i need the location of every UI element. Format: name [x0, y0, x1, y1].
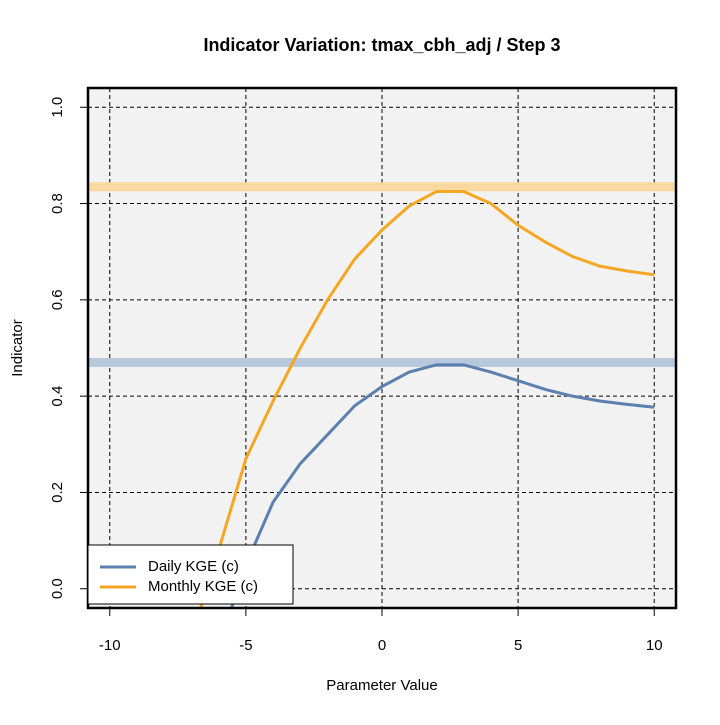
y-axis-label: Indicator: [9, 319, 26, 377]
legend-label: Monthly KGE (c): [148, 578, 258, 595]
chart-title: Indicator Variation: tmax_cbh_adj / Step…: [203, 35, 560, 55]
y-tick-label: 0.0: [49, 578, 66, 599]
y-tick-label: 1.0: [49, 97, 66, 118]
x-tick-label: 5: [514, 637, 522, 654]
y-tick-label: 0.4: [49, 386, 66, 407]
series-line: [198, 190, 655, 608]
x-tick-label: 0: [378, 637, 386, 654]
x-tick-label: -10: [99, 637, 121, 654]
series-line: [229, 363, 655, 608]
legend-box: [87, 544, 294, 605]
y-tick-label: 0.8: [49, 193, 66, 214]
legend-label: Daily KGE (c): [148, 558, 239, 575]
y-tick-label: 0.2: [49, 482, 66, 503]
y-tick-label: 0.6: [49, 289, 66, 310]
x-axis-label: Parameter Value: [326, 677, 437, 694]
x-tick-label: -5: [239, 637, 252, 654]
x-tick-label: 10: [646, 637, 663, 654]
